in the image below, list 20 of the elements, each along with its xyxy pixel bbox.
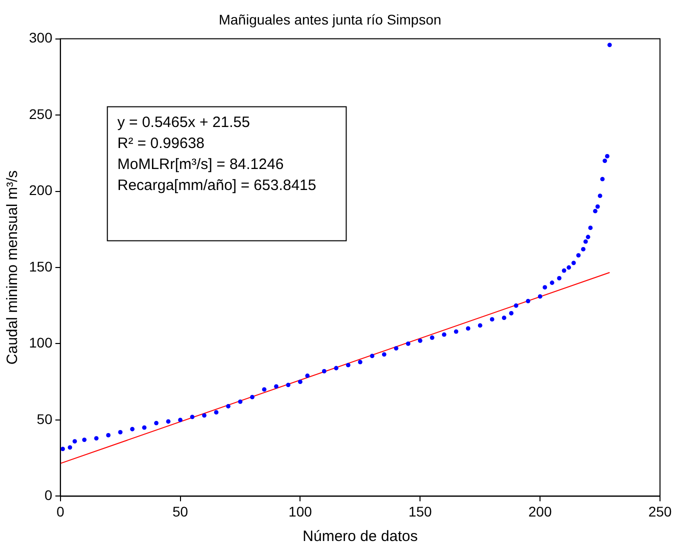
annotation: R² = 0.99638 <box>117 134 205 152</box>
y-tick-label: 150 <box>29 258 53 274</box>
x-tick-label: 50 <box>172 503 188 520</box>
y-tick-label: 0 <box>44 487 53 504</box>
x-tick-label: 150 <box>408 503 432 520</box>
x-axis-title: Número de datos <box>302 528 418 546</box>
chart-title: Mañiguales antes junta río Simpson <box>218 11 442 28</box>
y-tick-label: 200 <box>29 182 53 198</box>
annotation: y = 0.5465x + 21.55 <box>117 114 250 131</box>
y-tick-label: 300 <box>29 30 53 46</box>
x-tick-label: 250 <box>648 503 672 520</box>
annotation: MoMLRr[m³/s] = 84.1246 <box>117 156 284 173</box>
x-tick-label: 200 <box>528 503 552 520</box>
y-tick-label: 250 <box>29 106 53 122</box>
x-tick-label: 100 <box>288 503 312 520</box>
y-axis-title: Caudal minimo mensual m³/s <box>4 170 22 365</box>
y-tick-label: 50 <box>36 410 53 427</box>
y-tick-label: 100 <box>29 334 53 351</box>
x-tick-label: 0 <box>56 503 64 520</box>
annotation: Recarga[mm/año] = 653.8415 <box>117 176 316 194</box>
